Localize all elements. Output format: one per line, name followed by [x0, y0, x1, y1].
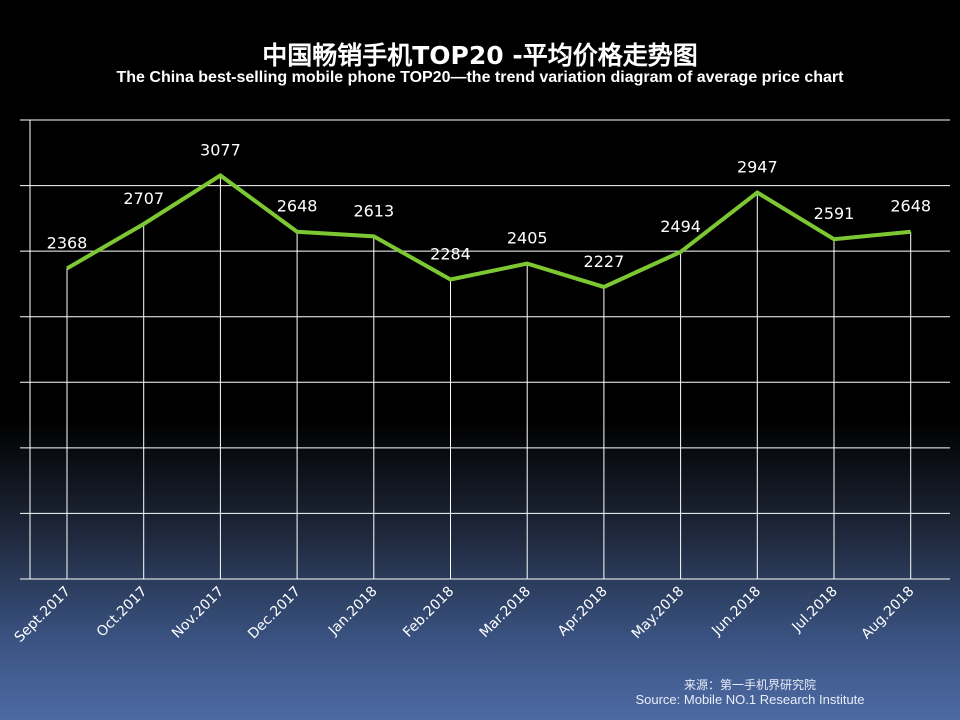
- x-tick-label: Apr.2018: [555, 584, 611, 640]
- data-label: 2405: [507, 229, 548, 248]
- x-tick-label: Aug.2018: [859, 584, 918, 643]
- data-label: 2227: [584, 252, 625, 271]
- data-label: 2707: [123, 189, 164, 208]
- data-label: 2947: [737, 158, 778, 177]
- data-label: 2648: [277, 197, 318, 216]
- chart-title: 中国畅销手机TOP20 -平均价格走势图: [262, 41, 698, 70]
- data-label: 3077: [200, 140, 241, 159]
- series-line: [65, 173, 911, 290]
- data-label: 2613: [353, 201, 394, 220]
- data-label: 2591: [814, 204, 855, 223]
- x-tick-label: Sept.2017: [12, 584, 74, 646]
- chart-subtitle: The China best-selling mobile phone TOP2…: [116, 69, 844, 86]
- x-tick-label: Jan.2018: [325, 584, 381, 640]
- x-tick-label: Jun.2018: [708, 584, 764, 640]
- x-tick-label: Jul.2018: [789, 584, 841, 636]
- x-tick-label: Nov.2017: [169, 584, 227, 642]
- x-tick-label: Mar.2018: [477, 584, 534, 641]
- x-tick-label: Feb.2018: [400, 584, 457, 641]
- x-tick-label: Dec.2017: [245, 584, 304, 643]
- source-cn: 来源：第一手机界研究院: [683, 678, 816, 692]
- data-label: 2648: [890, 197, 931, 216]
- x-tick-label: May.2018: [629, 584, 688, 643]
- x-tick-label: Oct.2017: [94, 584, 151, 641]
- data-label: 2494: [660, 217, 701, 236]
- data-label: 2284: [430, 244, 471, 263]
- source-en: Source: Mobile NO.1 Research Institute: [635, 692, 865, 707]
- data-label: 2368: [47, 233, 88, 252]
